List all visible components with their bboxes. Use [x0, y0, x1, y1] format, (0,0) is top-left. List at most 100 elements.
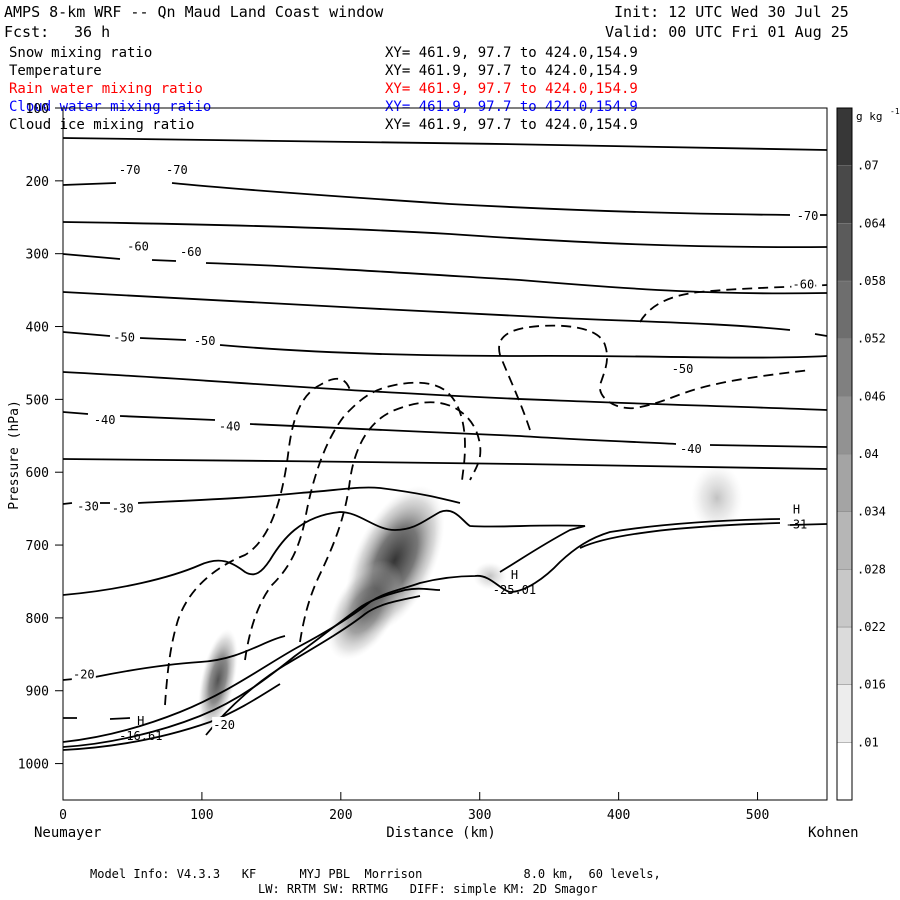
- legend-name-cloud-water: Cloud water mixing ratio: [9, 99, 212, 115]
- colorbar-cell: [836, 626, 853, 685]
- temperature-label: -50: [672, 362, 694, 376]
- high-marker: H: [793, 503, 800, 517]
- temperature-label: -20: [213, 718, 235, 732]
- high-value: -31: [786, 518, 808, 532]
- temperature-label-bg: [164, 161, 189, 176]
- temperature-label-bg: [678, 440, 703, 455]
- isotherm-minus70: [63, 182, 827, 216]
- colorbar-tick-label: .058: [857, 274, 886, 288]
- temperature-label: -60: [180, 245, 202, 259]
- snow-contour-1: [164, 377, 351, 706]
- temperature-contours: [63, 137, 827, 505]
- isotherm-minus30: [63, 486, 461, 505]
- colorbar-unit-exponent: -1: [890, 107, 900, 116]
- temperature-label: -60: [793, 277, 815, 291]
- y-axis: 100 200 300 400 500 600 700 800 900 1000: [18, 102, 63, 773]
- x-tick-label: 300: [468, 808, 491, 823]
- ice-blob-right: [691, 464, 743, 532]
- isotherm-bottom: [63, 717, 131, 720]
- x-tick-label: 400: [607, 808, 630, 823]
- y-tick-label: 1000: [18, 758, 49, 773]
- temperature-label-bg: [92, 411, 117, 426]
- colorbar-tick-label: .022: [857, 620, 886, 634]
- high-value: -25.01: [493, 583, 536, 597]
- temperature-label-bg: [791, 276, 816, 291]
- colorbar-tick-label: .04: [857, 447, 879, 461]
- temperature-label: -70: [166, 163, 188, 177]
- temperature-label-bg: [192, 333, 217, 348]
- temperature-label: -20: [73, 668, 95, 682]
- legend-xy-snow: XY= 461.9, 97.7 to 424.0,154.9: [385, 45, 638, 61]
- temperature-label: -40: [219, 419, 241, 433]
- temperature-label: -30: [77, 499, 99, 513]
- terrain-surface: [63, 518, 781, 743]
- temperature-label: -40: [94, 413, 116, 427]
- temperature-label-bg: [71, 666, 96, 681]
- temperature-label-bg: [212, 716, 237, 731]
- init-time: Init: 12 UTC Wed 30 Jul 25: [614, 3, 849, 21]
- isotherm-minus50b: [63, 371, 827, 411]
- legend-xy-cloud-water: XY= 461.9, 97.7 to 424.0,154.9: [385, 99, 638, 115]
- colorbar-cell: [836, 280, 853, 339]
- temperature-label-bg: [795, 207, 820, 222]
- x-tick-label: 0: [59, 808, 67, 823]
- colorbar-cell: [836, 511, 853, 570]
- isotherm-upper: [63, 137, 827, 151]
- legend-xy-rain: XY= 461.9, 97.7 to 424.0,154.9: [385, 81, 638, 97]
- terrain-lines: [205, 595, 421, 736]
- y-tick-label: 200: [26, 175, 49, 190]
- forecast-hour: 36 h: [74, 23, 111, 41]
- y-tick-label: 900: [26, 685, 49, 700]
- colorbar-cell: [836, 684, 853, 743]
- ice-blob-mid: [473, 562, 507, 590]
- temperature-labels: -70 -70-70-60 -60-60-50 -50-50-40 -40-40-30-…: [71, 161, 820, 732]
- colorbar-tick-label: .016: [857, 678, 886, 692]
- model-info-line1: Model Info: V4.3.3 KF MYJ PBL Morrison 8…: [90, 867, 661, 881]
- colorbar-tick-label: .07: [857, 159, 879, 173]
- temperature-label-bg: [126, 238, 151, 253]
- colorbar-cell: [836, 569, 853, 628]
- y-tick-label: 400: [26, 321, 49, 336]
- colorbar-tick-label: .046: [857, 389, 886, 403]
- x-axis-label: Distance (km): [386, 825, 496, 841]
- temperature-label-bg: [76, 498, 101, 513]
- isotherm-minus60b: [63, 291, 827, 337]
- colorbar-cell: [836, 165, 853, 224]
- plot-frame: [62, 107, 828, 801]
- colorbar: .01 .016 .022 .028 .034 .04 .046 .052 .058 .064 .0…: [836, 107, 900, 801]
- temperature-label-bg: [217, 418, 242, 433]
- y-tick-label: 800: [26, 612, 49, 627]
- legend-name-temperature: Temperature: [9, 63, 102, 79]
- colorbar-cell: [836, 338, 853, 397]
- colorbar-unit: g kg: [856, 110, 883, 123]
- snow-contour-4: [498, 324, 811, 431]
- temperature-label-bg: [110, 500, 135, 515]
- snow-contours: [164, 284, 827, 706]
- chart-title: AMPS 8-km WRF -- Qn Maud Land Coast wind…: [4, 3, 384, 21]
- x-start-label: Neumayer: [34, 825, 101, 841]
- colorbar-tick-label: .028: [857, 562, 886, 576]
- ice-blob-lower: [327, 560, 403, 660]
- temperature-label: -40: [680, 442, 702, 456]
- lower-contours: [63, 509, 827, 751]
- high-marker: H: [511, 568, 518, 582]
- temperature-label: -30: [112, 502, 134, 516]
- high-labels: H-16.61H-25.01H-31: [119, 503, 807, 743]
- isotherm-minus50: [63, 331, 827, 359]
- colorbar-cell: [836, 396, 853, 455]
- colorbar-cell: [836, 223, 853, 282]
- x-tick-label: 500: [746, 808, 769, 823]
- temperature-label: -50: [194, 334, 216, 348]
- isotherm-minus60: [63, 253, 827, 295]
- legend-xy-temperature: XY= 461.9, 97.7 to 424.0,154.9: [385, 63, 638, 79]
- isotherm-minus40: [63, 411, 827, 448]
- colorbar-tick-label: .052: [857, 332, 886, 346]
- x-axis: 0 100 200 300 400 500: [59, 792, 769, 823]
- x-end-label: Kohnen: [808, 825, 859, 841]
- isotherm-minus70b: [63, 221, 827, 249]
- temperature-label: -50: [113, 330, 135, 344]
- isotherm-minus40b: [63, 458, 827, 470]
- legend-name-rain: Rain water mixing ratio: [9, 81, 203, 97]
- y-tick-label: 600: [26, 466, 49, 481]
- temperature-label: -70: [119, 163, 141, 177]
